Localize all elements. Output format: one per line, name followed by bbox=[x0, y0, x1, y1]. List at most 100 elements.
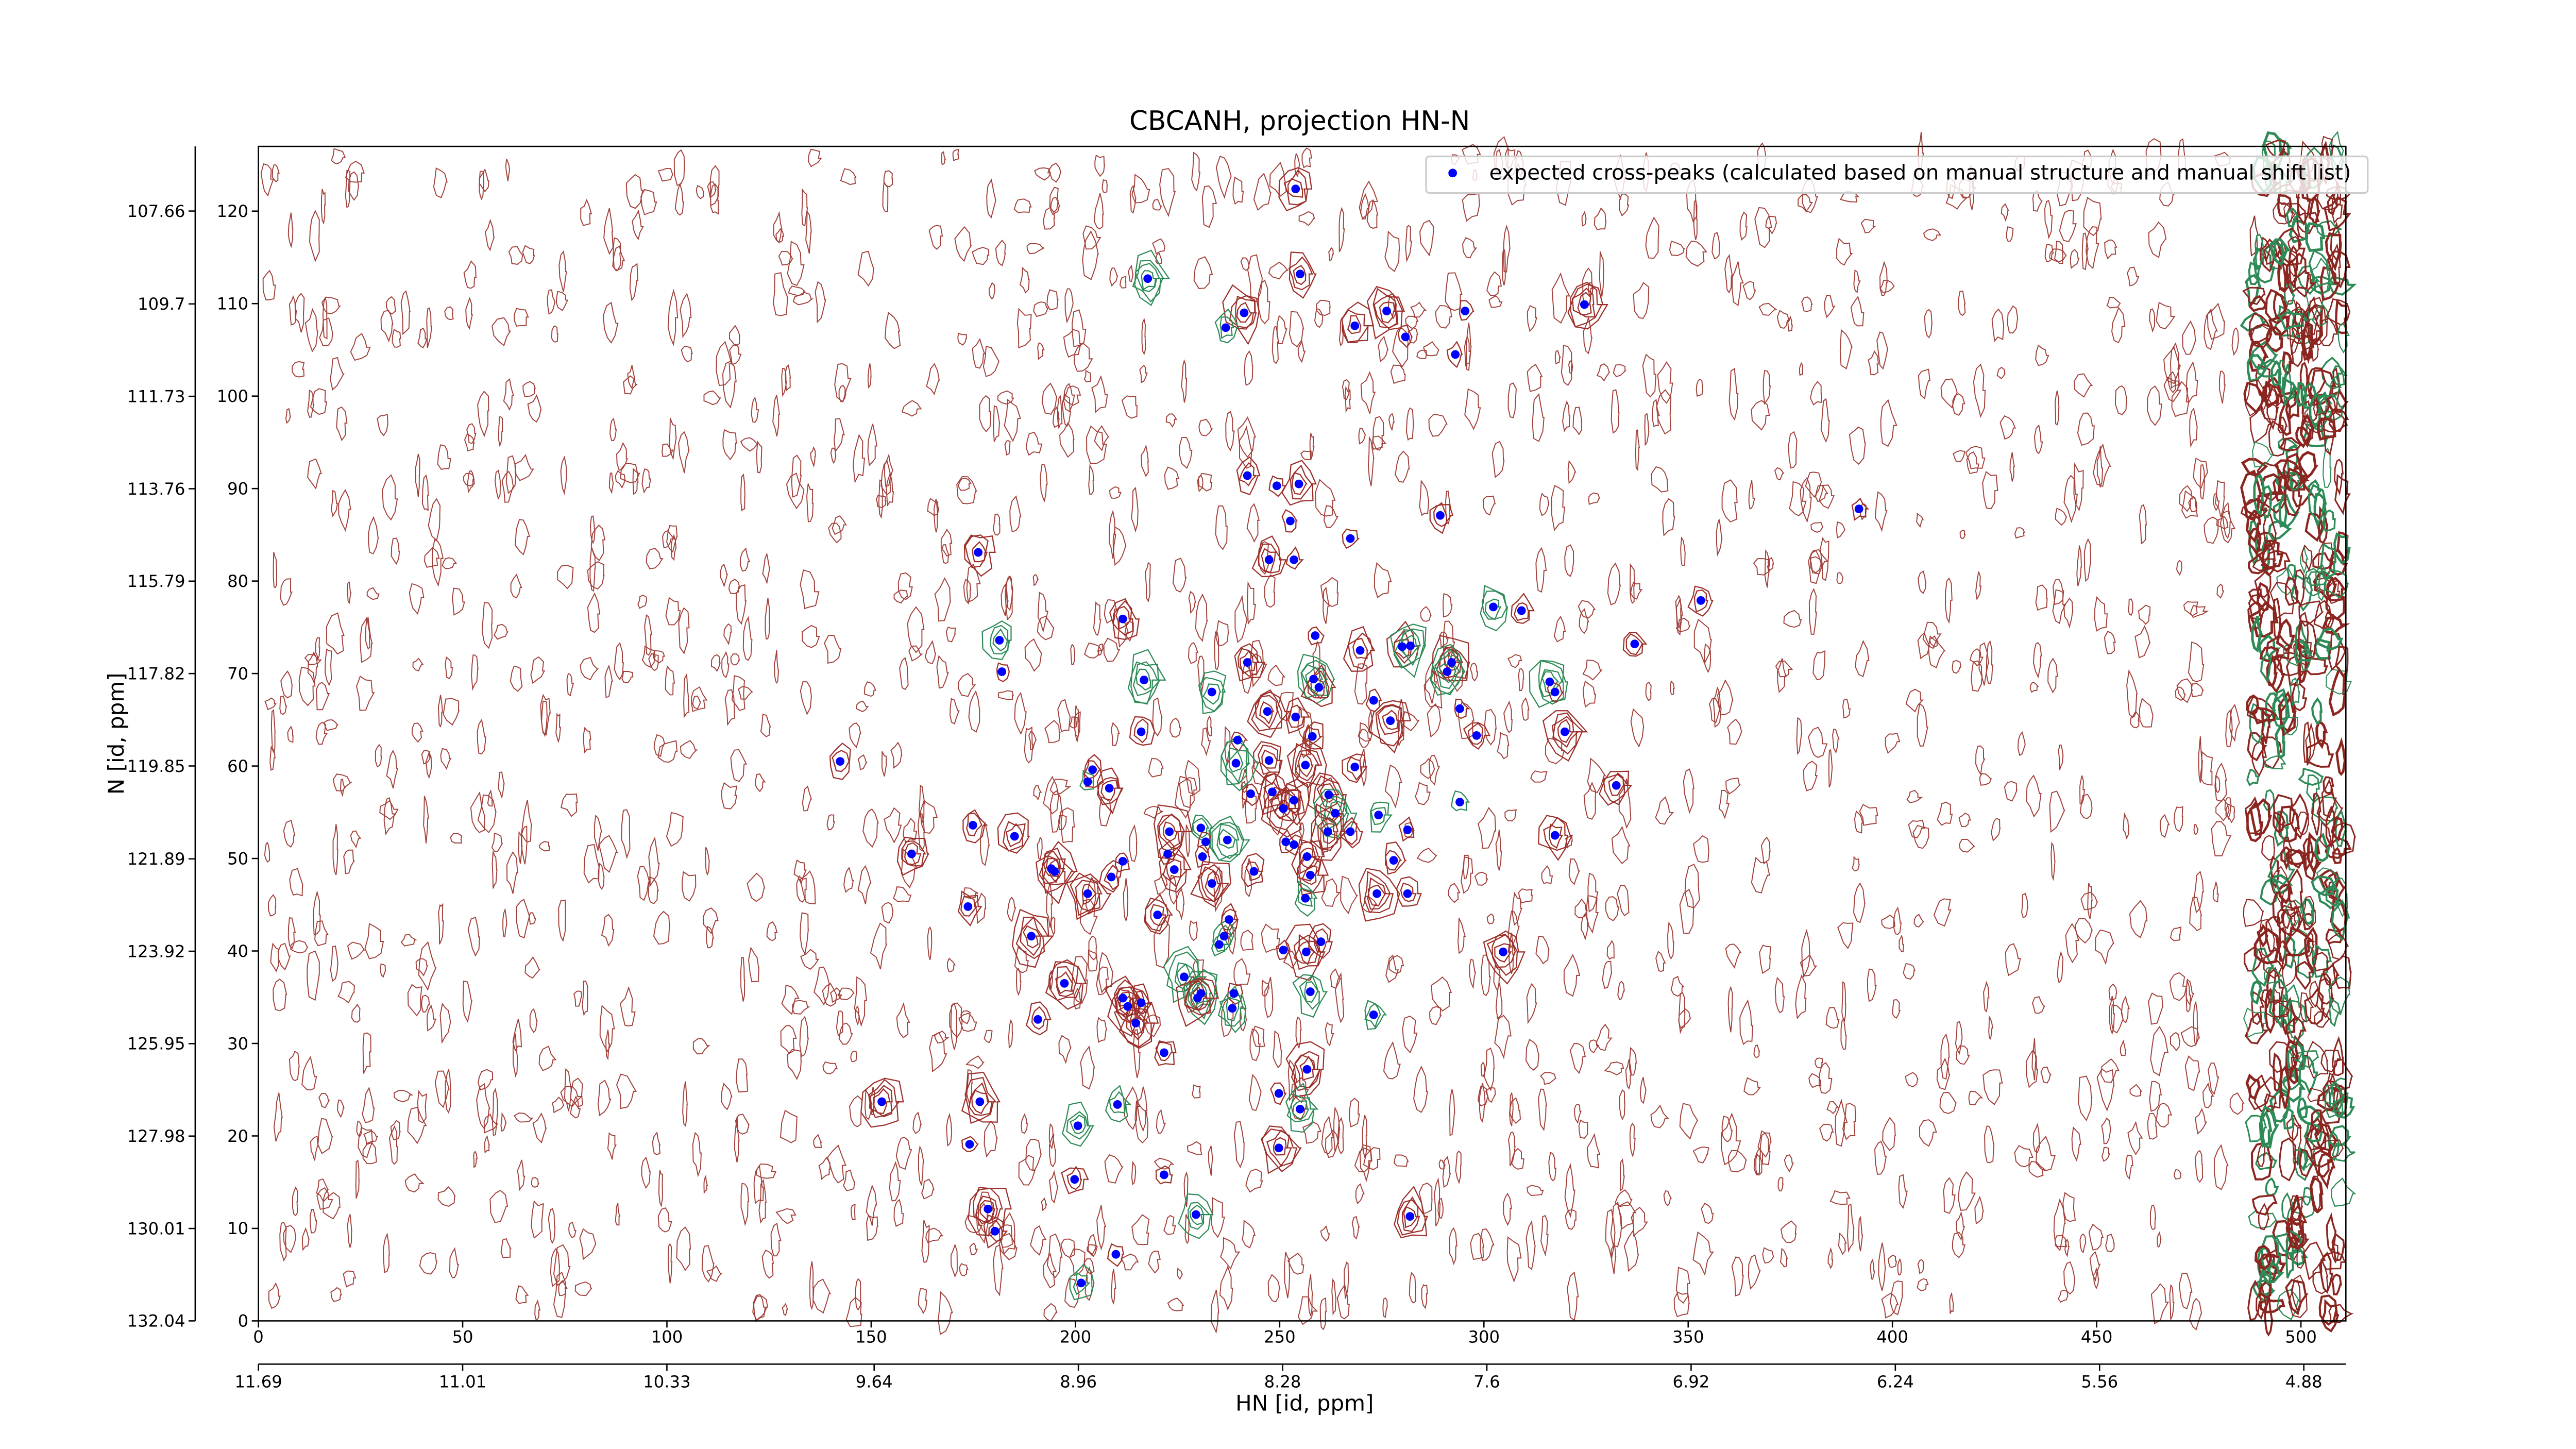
y2-tick-label: 113.76 bbox=[127, 479, 185, 499]
contour bbox=[2278, 359, 2288, 396]
cross-peak bbox=[1140, 676, 1148, 685]
cross-peak bbox=[1225, 915, 1233, 924]
contour bbox=[2298, 600, 2325, 627]
contour bbox=[1991, 308, 2005, 342]
contour bbox=[747, 872, 766, 902]
contour bbox=[295, 293, 305, 333]
contour bbox=[1855, 639, 1870, 678]
contour bbox=[629, 263, 639, 301]
contour bbox=[464, 433, 475, 452]
contour bbox=[740, 1183, 750, 1226]
contour bbox=[287, 212, 294, 248]
contour bbox=[1144, 894, 1173, 935]
contour bbox=[1364, 1000, 1387, 1030]
contour bbox=[2189, 1298, 2202, 1330]
contour bbox=[2057, 1290, 2069, 1303]
cross-peak bbox=[1291, 713, 1300, 721]
contour bbox=[2108, 983, 2117, 1001]
contour bbox=[443, 698, 460, 726]
contour bbox=[1557, 719, 1574, 743]
contour bbox=[1183, 1171, 1189, 1207]
contour bbox=[893, 886, 912, 902]
contour bbox=[691, 686, 708, 712]
contour bbox=[479, 171, 485, 200]
cross-peak bbox=[1196, 823, 1206, 833]
contour bbox=[1276, 939, 1291, 961]
contour bbox=[1200, 866, 1222, 903]
contour bbox=[1301, 865, 1318, 885]
contour bbox=[1097, 644, 1104, 656]
contour bbox=[1397, 325, 1413, 348]
contour bbox=[1063, 383, 1075, 413]
contour bbox=[1028, 730, 1037, 751]
contour bbox=[949, 1002, 963, 1038]
contour bbox=[1367, 884, 1386, 907]
cross-peak bbox=[1083, 777, 1092, 786]
contour bbox=[491, 833, 503, 852]
contour bbox=[505, 158, 511, 181]
contour bbox=[2219, 510, 2236, 544]
contour bbox=[1379, 301, 1396, 324]
contour bbox=[1481, 954, 1491, 997]
contour bbox=[2055, 391, 2060, 426]
contour bbox=[1642, 353, 1657, 398]
contour bbox=[2105, 1234, 2115, 1253]
contour bbox=[1025, 1138, 1042, 1171]
contour bbox=[1526, 1039, 1539, 1071]
contour bbox=[1594, 207, 1607, 230]
contour bbox=[2294, 569, 2305, 608]
cross-peak bbox=[1550, 831, 1560, 840]
x-tick-label: 0 bbox=[253, 1327, 264, 1346]
contour bbox=[706, 925, 714, 949]
contour bbox=[2264, 1296, 2274, 1337]
contour bbox=[1906, 789, 1923, 803]
contour bbox=[1278, 167, 1313, 212]
contour bbox=[553, 1244, 571, 1286]
contour bbox=[310, 1136, 319, 1161]
contour bbox=[1319, 1297, 1327, 1330]
contour bbox=[1042, 1252, 1057, 1289]
contour bbox=[813, 1134, 822, 1149]
contour bbox=[360, 616, 373, 663]
contour bbox=[1367, 435, 1375, 486]
contour bbox=[1176, 888, 1185, 921]
contour bbox=[2327, 250, 2351, 289]
contour bbox=[330, 1287, 342, 1302]
contour bbox=[2215, 480, 2225, 517]
contour bbox=[1220, 735, 1259, 791]
contour bbox=[615, 470, 626, 489]
contour bbox=[1767, 557, 1774, 572]
contour bbox=[1405, 225, 1412, 263]
contour bbox=[1596, 1023, 1613, 1051]
contour bbox=[2259, 1299, 2285, 1313]
cross-peak bbox=[1272, 481, 1281, 491]
contour bbox=[735, 1114, 750, 1135]
contour bbox=[2281, 1192, 2293, 1221]
contour bbox=[1551, 272, 1570, 324]
contour bbox=[1179, 777, 1198, 808]
contour bbox=[849, 722, 861, 749]
contour bbox=[1588, 492, 1601, 505]
contour bbox=[1937, 801, 1953, 826]
contour bbox=[442, 557, 457, 569]
contour bbox=[2277, 258, 2286, 292]
contour bbox=[709, 165, 720, 207]
legend-marker bbox=[1448, 169, 1458, 178]
contour bbox=[2106, 297, 2121, 309]
cross-peak bbox=[984, 1204, 993, 1214]
contour bbox=[775, 228, 785, 243]
contour bbox=[2298, 1056, 2319, 1096]
contour bbox=[954, 226, 972, 262]
contour bbox=[885, 312, 901, 349]
contour bbox=[1233, 1121, 1245, 1169]
contour bbox=[1481, 590, 1509, 620]
contour bbox=[268, 1282, 281, 1309]
contour bbox=[1020, 266, 1030, 294]
contour bbox=[1129, 1013, 1145, 1036]
y-tick-label: 80 bbox=[227, 571, 248, 591]
cross-peak bbox=[1070, 1175, 1079, 1184]
cross-peak bbox=[1027, 932, 1036, 941]
contour bbox=[1041, 382, 1058, 415]
contour bbox=[1190, 861, 1231, 902]
contour bbox=[1678, 1008, 1692, 1029]
